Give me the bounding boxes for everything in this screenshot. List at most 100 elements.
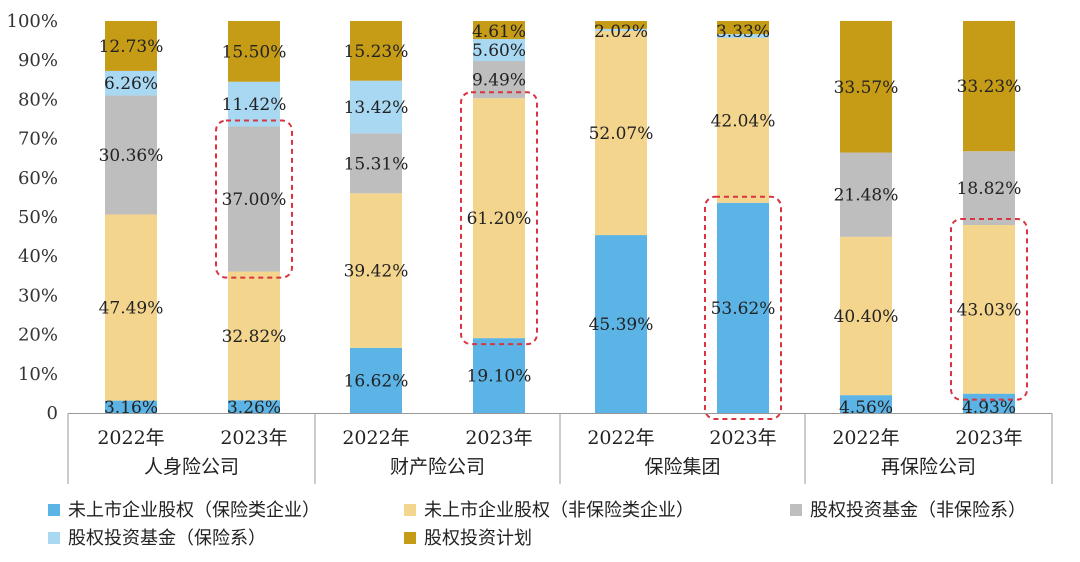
bar-segment bbox=[717, 34, 769, 39]
highlight-box bbox=[215, 119, 293, 279]
bar-segment bbox=[963, 393, 1015, 413]
bar-segment bbox=[350, 21, 402, 81]
highlight-boxes bbox=[215, 91, 1028, 420]
y-tick-label: 0 bbox=[47, 403, 58, 424]
data-label: 3.33% bbox=[716, 22, 770, 42]
bar-segment bbox=[473, 338, 525, 413]
group-label: 财产险公司 bbox=[390, 456, 485, 478]
data-label: 33.23% bbox=[957, 77, 1022, 97]
data-label: 37.00% bbox=[222, 190, 287, 210]
category-label: 2023年 bbox=[220, 427, 287, 449]
bar-segment bbox=[595, 30, 647, 236]
category-label: 2023年 bbox=[465, 427, 532, 449]
y-tick-label: 40% bbox=[18, 246, 58, 267]
bar-segment bbox=[840, 152, 892, 237]
legend-label: 股权投资基金（非保险系） bbox=[810, 500, 1026, 521]
bars bbox=[105, 20, 1015, 413]
legend-swatch bbox=[404, 532, 416, 544]
bar-segment bbox=[840, 236, 892, 396]
data-label: 16.62% bbox=[344, 371, 409, 391]
bar-segment bbox=[595, 21, 647, 29]
data-label: 32.82% bbox=[222, 327, 287, 347]
bar-segment bbox=[595, 235, 647, 413]
bar-segment bbox=[105, 70, 157, 96]
data-label: 30.36% bbox=[99, 146, 164, 166]
bar-segment bbox=[228, 126, 280, 272]
bar-segment bbox=[350, 193, 402, 348]
y-tick-label: 20% bbox=[18, 325, 58, 346]
data-label: 42.04% bbox=[711, 111, 776, 131]
data-label: 3.26% bbox=[227, 398, 281, 418]
highlight-box bbox=[950, 217, 1028, 401]
bar-segment bbox=[105, 214, 157, 401]
y-tick-label: 30% bbox=[18, 285, 58, 306]
bar-segment bbox=[228, 400, 280, 413]
data-label: 33.57% bbox=[834, 78, 899, 98]
bar-segment bbox=[228, 81, 280, 127]
data-label: 4.93% bbox=[962, 398, 1016, 418]
legend-label: 未上市企业股权（保险类企业） bbox=[68, 500, 320, 521]
data-label: 15.31% bbox=[344, 154, 409, 174]
bar-segment bbox=[963, 151, 1015, 225]
axes: 0 10% 20% 30% 40% 50% 60% 70% 80% 90% 100% bbox=[7, 11, 58, 424]
bar-segment bbox=[228, 271, 280, 401]
bar-segment bbox=[595, 28, 647, 31]
bar-segment bbox=[717, 21, 769, 35]
bar-segment bbox=[840, 395, 892, 413]
data-label: 47.49% bbox=[99, 299, 164, 319]
bar-segment bbox=[228, 21, 280, 82]
legend-item: 股权投资基金（非保险系） bbox=[790, 500, 1026, 521]
bar-segment bbox=[473, 39, 525, 62]
legend-label: 未上市企业股权（非保险类企业） bbox=[424, 500, 694, 521]
data-label: 3.16% bbox=[104, 398, 158, 418]
legend: 未上市企业股权（保险类企业） 未上市企业股权（非保险类企业） 股权投资基金（非保险系… bbox=[48, 500, 1026, 549]
legend-swatch bbox=[48, 504, 60, 516]
legend-item: 股权投资基金（保险系） bbox=[48, 528, 266, 549]
bar-segment bbox=[350, 80, 402, 134]
legend-label: 股权投资基金（保险系） bbox=[68, 528, 266, 549]
legend-item: 股权投资计划 bbox=[404, 528, 532, 549]
data-label: 2.02% bbox=[594, 22, 648, 42]
y-tick-label: 60% bbox=[18, 168, 58, 189]
category-label: 2023年 bbox=[709, 427, 776, 449]
y-tick-label: 80% bbox=[18, 89, 58, 110]
data-label: 39.42% bbox=[344, 262, 409, 282]
data-label: 15.23% bbox=[344, 42, 409, 62]
data-label: 11.42% bbox=[222, 95, 287, 115]
bar-segment bbox=[717, 38, 769, 203]
bar-segment bbox=[473, 21, 525, 40]
legend-item: 未上市企业股权（非保险类企业） bbox=[404, 500, 694, 521]
data-label: 4.56% bbox=[839, 398, 893, 418]
legend-item: 未上市企业股权（保险类企业） bbox=[48, 500, 320, 521]
y-tick-label: 50% bbox=[18, 207, 58, 228]
legend-label: 股权投资计划 bbox=[424, 528, 532, 549]
data-label: 13.42% bbox=[344, 98, 409, 118]
group-label: 再保险公司 bbox=[881, 456, 976, 478]
data-labels: 3.16% 47.49% 30.36% 6.26% 12.73% 3.26% 32.82% 3… bbox=[99, 22, 1022, 418]
bar-segment bbox=[717, 202, 769, 413]
bar-segment bbox=[963, 20, 1015, 152]
category-label: 2022年 bbox=[587, 427, 654, 449]
y-tick-label: 90% bbox=[18, 50, 58, 71]
data-label: 45.39% bbox=[589, 315, 654, 335]
data-label: 43.03% bbox=[957, 300, 1022, 320]
bar-segment bbox=[105, 21, 157, 71]
bar-segment bbox=[840, 20, 892, 153]
legend-swatch bbox=[48, 532, 60, 544]
bar-segment bbox=[105, 95, 157, 215]
category-label: 2023年 bbox=[955, 427, 1022, 449]
data-label: 21.48% bbox=[834, 186, 899, 206]
y-tick-label: 100% bbox=[7, 11, 58, 32]
data-label: 15.50% bbox=[222, 42, 287, 62]
bar-segment bbox=[963, 224, 1015, 394]
legend-swatch bbox=[404, 504, 416, 516]
category-label: 2022年 bbox=[832, 427, 899, 449]
data-label: 4.61% bbox=[472, 22, 526, 42]
data-label: 6.26% bbox=[104, 74, 158, 94]
data-label: 9.49% bbox=[472, 71, 526, 91]
data-label: 12.73% bbox=[99, 37, 164, 57]
group-label: 保险集团 bbox=[644, 456, 720, 478]
category-label: 2022年 bbox=[342, 427, 409, 449]
